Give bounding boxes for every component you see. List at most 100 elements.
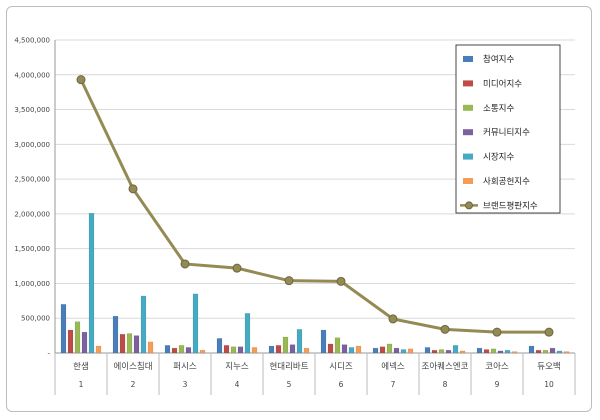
bar — [334, 337, 341, 354]
x-category-number: 8 — [443, 380, 448, 389]
legend-swatch — [463, 104, 473, 111]
bar — [81, 331, 88, 354]
bar — [386, 343, 393, 354]
bar — [424, 347, 431, 354]
x-category-label: 퍼시스 — [173, 362, 197, 372]
bar — [223, 345, 230, 354]
bar — [528, 345, 535, 354]
x-category-label: 시디즈 — [329, 362, 353, 372]
bar — [275, 345, 282, 354]
legend-label: 사회공헌지수 — [483, 177, 530, 187]
bar — [74, 321, 81, 354]
bar — [438, 349, 445, 354]
legend-label: 시장지수 — [483, 152, 514, 163]
x-category-number: 3 — [183, 380, 188, 389]
bar — [483, 349, 490, 354]
bar — [282, 336, 289, 354]
bar — [372, 347, 379, 354]
legend-label: 참여지수 — [483, 54, 514, 65]
bar — [147, 341, 154, 354]
bar — [511, 351, 518, 354]
legend-marker — [465, 201, 473, 210]
bar — [452, 345, 459, 354]
line-point — [440, 324, 450, 334]
line-point — [284, 276, 294, 286]
x-category-number: 6 — [339, 380, 344, 389]
bar — [327, 343, 334, 354]
bar — [112, 315, 119, 354]
line-point — [128, 184, 138, 194]
x-category-label: 에이스침대 — [113, 361, 152, 372]
bar — [355, 345, 362, 354]
bar — [230, 346, 237, 354]
line-point — [76, 75, 86, 85]
bar — [379, 346, 386, 354]
bar — [407, 348, 414, 354]
y-tick-label: 3,000,000 — [14, 141, 50, 149]
y-tick-label: 3,500,000 — [14, 106, 50, 114]
x-category-number: 4 — [235, 380, 240, 389]
x-category-label: 현대리바트 — [269, 361, 308, 372]
legend-swatch — [463, 80, 473, 87]
bar — [348, 347, 355, 354]
bar — [549, 347, 556, 354]
bar — [393, 347, 400, 354]
bar — [535, 349, 542, 354]
legend-swatch — [463, 178, 473, 184]
bar — [199, 349, 206, 354]
y-tick-label: 4,500,000 — [14, 37, 50, 45]
legend-swatch — [463, 153, 473, 160]
bar — [431, 349, 438, 354]
x-category-number: 9 — [495, 380, 500, 389]
bar — [445, 349, 452, 354]
x-category-label: 코아스 — [485, 361, 509, 372]
x-category-number: 10 — [544, 380, 554, 389]
bar — [289, 344, 296, 354]
x-category-label: 에넥스 — [381, 361, 405, 372]
bar — [237, 346, 244, 354]
bar — [497, 350, 504, 354]
bar — [171, 347, 178, 354]
y-tick-label: - — [47, 350, 50, 358]
y-tick-label: 500,000 — [21, 315, 50, 323]
line-point — [388, 314, 398, 324]
legend-label: 미디어지수 — [483, 78, 522, 89]
bar — [490, 348, 497, 354]
x-category-label: 듀오백 — [537, 361, 560, 372]
bar — [185, 347, 192, 354]
x-category-number: 2 — [131, 380, 136, 389]
bar — [216, 338, 223, 354]
bar — [504, 349, 511, 354]
x-category-number: 7 — [391, 380, 396, 389]
bar — [67, 329, 74, 354]
legend-label: 소통지수 — [483, 104, 514, 114]
y-tick-label: 1,500,000 — [14, 245, 50, 253]
y-tick-label: 2,000,000 — [14, 210, 50, 218]
bar — [542, 349, 549, 354]
bar — [95, 345, 102, 354]
legend-swatch — [463, 56, 473, 62]
x-category-label: 지누스 — [225, 362, 249, 372]
bar — [296, 329, 303, 354]
bar — [251, 347, 258, 354]
bar — [244, 313, 251, 354]
bar — [126, 333, 133, 354]
bar — [119, 333, 126, 354]
legend-label: 브랜드평판지수 — [483, 200, 538, 211]
bar — [400, 349, 407, 354]
bar — [192, 293, 199, 354]
y-tick-label: 4,000,000 — [14, 71, 50, 79]
legend-label: 커뮤니티지수 — [483, 127, 530, 138]
x-category-number: 1 — [79, 380, 84, 389]
line-point — [232, 263, 242, 273]
bar — [476, 347, 483, 354]
bar — [341, 344, 348, 354]
bar — [140, 295, 147, 354]
line-point — [180, 259, 190, 269]
bar — [320, 329, 327, 354]
bar — [556, 350, 563, 354]
x-category-label: 조아퀘스엔코 — [422, 361, 469, 372]
x-category-number: 5 — [287, 380, 292, 389]
x-category-label: 한샘 — [73, 362, 89, 372]
